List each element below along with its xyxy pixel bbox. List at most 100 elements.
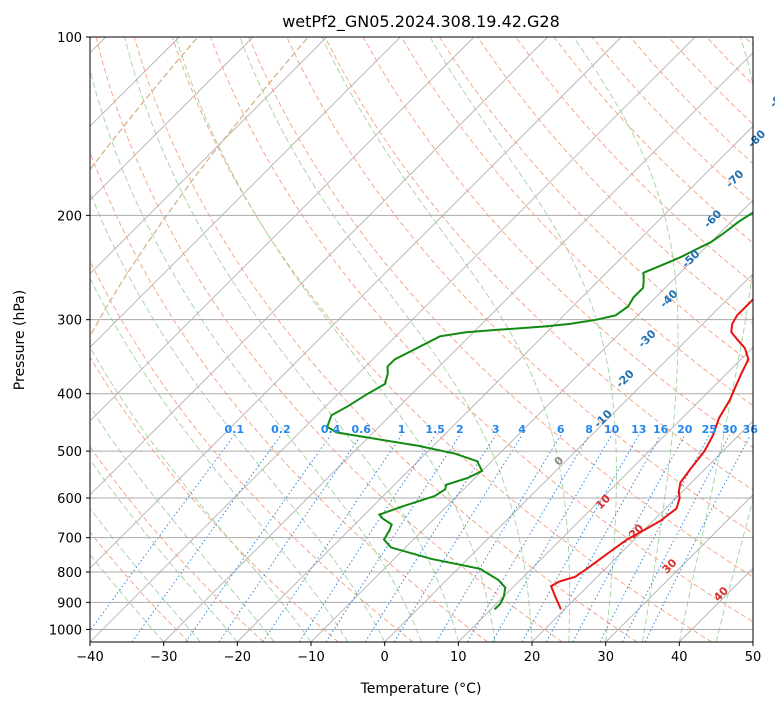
isotherm-line: [752, 641, 753, 642]
y-axis: 100 200 300 400 500 600 700 800 900 1000: [49, 31, 90, 638]
isotherm-line: [90, 37, 328, 275]
isotherm-line: [310, 199, 753, 642]
moist-adiabat-line: [678, 37, 753, 642]
background-lines: [90, 37, 753, 642]
y-tick-label: 700: [57, 532, 82, 547]
moist-adiabat-line: [90, 277, 349, 642]
moist-adiabat-line: [321, 37, 571, 642]
isotherm-line: [90, 37, 696, 642]
mixing-ratio-label: 1.5: [425, 423, 445, 436]
moist-adiabat-line: [90, 553, 165, 642]
isotherm-line: [90, 37, 401, 348]
mixing-ratio-line: [435, 434, 562, 642]
x-tick-label: −20: [224, 650, 251, 665]
dry-adiabat-line: [90, 356, 339, 642]
mixing-ratio-label: 0.4: [321, 423, 341, 436]
x-tick-label: 50: [745, 650, 762, 665]
mixing-ratio-label: 0.6: [351, 423, 371, 436]
mixing-ratio-line: [218, 434, 362, 642]
moist-adiabat-label: 40: [711, 584, 731, 604]
y-tick-label: 300: [57, 314, 82, 329]
isotherm-line: [90, 37, 622, 569]
mixing-ratio-label: 20: [677, 423, 693, 436]
dry-adiabat-label: -20: [614, 367, 637, 390]
y-tick-label: 100: [57, 31, 82, 46]
line-labels: 0.10.20.40.611.52346810131620253036-100-…: [225, 87, 775, 604]
mixing-ratio-label: 30: [722, 423, 738, 436]
mixing-ratio-label: 4: [518, 423, 526, 436]
dry-adiabat-line: [248, 37, 753, 578]
dry-adiabat-line: [90, 445, 264, 642]
moist-adiabat-line: [90, 67, 422, 642]
dry-adiabat-line: [515, 37, 753, 284]
mixing-ratio-label: 8: [585, 423, 593, 436]
mixing-ratio-line: [364, 434, 497, 642]
dry-adiabat-line: [90, 531, 190, 642]
mixing-ratio-label: 2: [456, 423, 464, 436]
y-tick-label: 500: [57, 445, 82, 460]
x-tick-label: −10: [297, 650, 324, 665]
plot-frame: [89, 36, 754, 643]
mixing-ratio-line: [262, 434, 403, 642]
mixing-ratio-label: 1: [398, 423, 406, 436]
isotherm-line: [384, 273, 753, 642]
saturation-curve: [90, 37, 309, 338]
mixing-ratio-label: 16: [653, 423, 669, 436]
moist-adiabat-label: 0: [552, 454, 567, 469]
series-lines: [326, 211, 753, 611]
x-tick-label: 30: [597, 650, 614, 665]
x-tick-label: 0: [381, 650, 389, 665]
mixing-ratio-line: [491, 434, 613, 642]
y-tick-label: 400: [57, 388, 82, 403]
isotherm-line: [605, 494, 753, 642]
isotherm-line: [678, 567, 753, 642]
dry-adiabat-line: [400, 37, 753, 407]
x-axis: −40 −30 −20 −10 0 10 20 30 40 50: [76, 642, 761, 665]
dry-adiabat-label: -60: [701, 207, 724, 230]
mixing-ratio-label: 36: [743, 423, 759, 436]
dry-adiabat-line: [706, 37, 753, 86]
mixing-ratio-line: [131, 434, 282, 642]
mixing-ratio-line: [467, 434, 590, 642]
mixing-ratio-label: 10: [604, 423, 620, 436]
mixing-ratio-line: [393, 434, 523, 642]
mixing-ratio-label: 25: [702, 423, 717, 436]
dry-adiabat-line: [171, 37, 712, 642]
mixing-ratio-label: 6: [557, 423, 565, 436]
dry-adiabat-label: -50: [679, 247, 702, 270]
x-tick-label: 20: [524, 650, 541, 665]
isotherm-line: [531, 420, 753, 642]
dewpoint-profile-line: [326, 211, 753, 611]
moist-adiabat-line: [715, 498, 753, 642]
dry-adiabat-line: [324, 37, 753, 491]
y-tick-label: 1000: [49, 623, 82, 638]
moist-adiabat-line: [90, 507, 201, 642]
moist-adiabat-line: [429, 37, 617, 642]
mixing-ratio-line: [521, 434, 640, 642]
dry-adiabat-line: [90, 259, 414, 642]
mixing-ratio-line: [545, 434, 662, 642]
dry-adiabat-line: [95, 37, 563, 642]
dry-adiabat-label: -70: [723, 167, 746, 190]
dry-adiabat-line: [744, 37, 753, 47]
grid-lines: [90, 37, 753, 630]
mixing-ratio-line: [572, 434, 686, 642]
mixing-ratio-label: 0.1: [225, 423, 245, 436]
moist-adiabat-line: [90, 346, 312, 642]
moist-adiabat-line: [239, 37, 533, 642]
saturation-curve: [90, 37, 199, 171]
moist-adiabat-line: [90, 190, 386, 642]
dry-adiabat-line: [133, 37, 638, 642]
dry-adiabat-label: -30: [635, 327, 658, 350]
y-tick-label: 600: [57, 492, 82, 507]
y-tick-label: 200: [57, 209, 82, 224]
dry-adiabat-line: [439, 37, 753, 365]
dry-adiabat-line: [591, 37, 753, 204]
isotherm-line: [163, 52, 753, 642]
mixing-ratio-line: [325, 434, 461, 642]
isotherm-line: [236, 125, 753, 642]
x-tick-label: 10: [450, 650, 467, 665]
x-tick-label: −40: [76, 650, 103, 665]
mixing-ratio-line: [644, 434, 751, 642]
mixing-ratio-line: [90, 434, 235, 632]
